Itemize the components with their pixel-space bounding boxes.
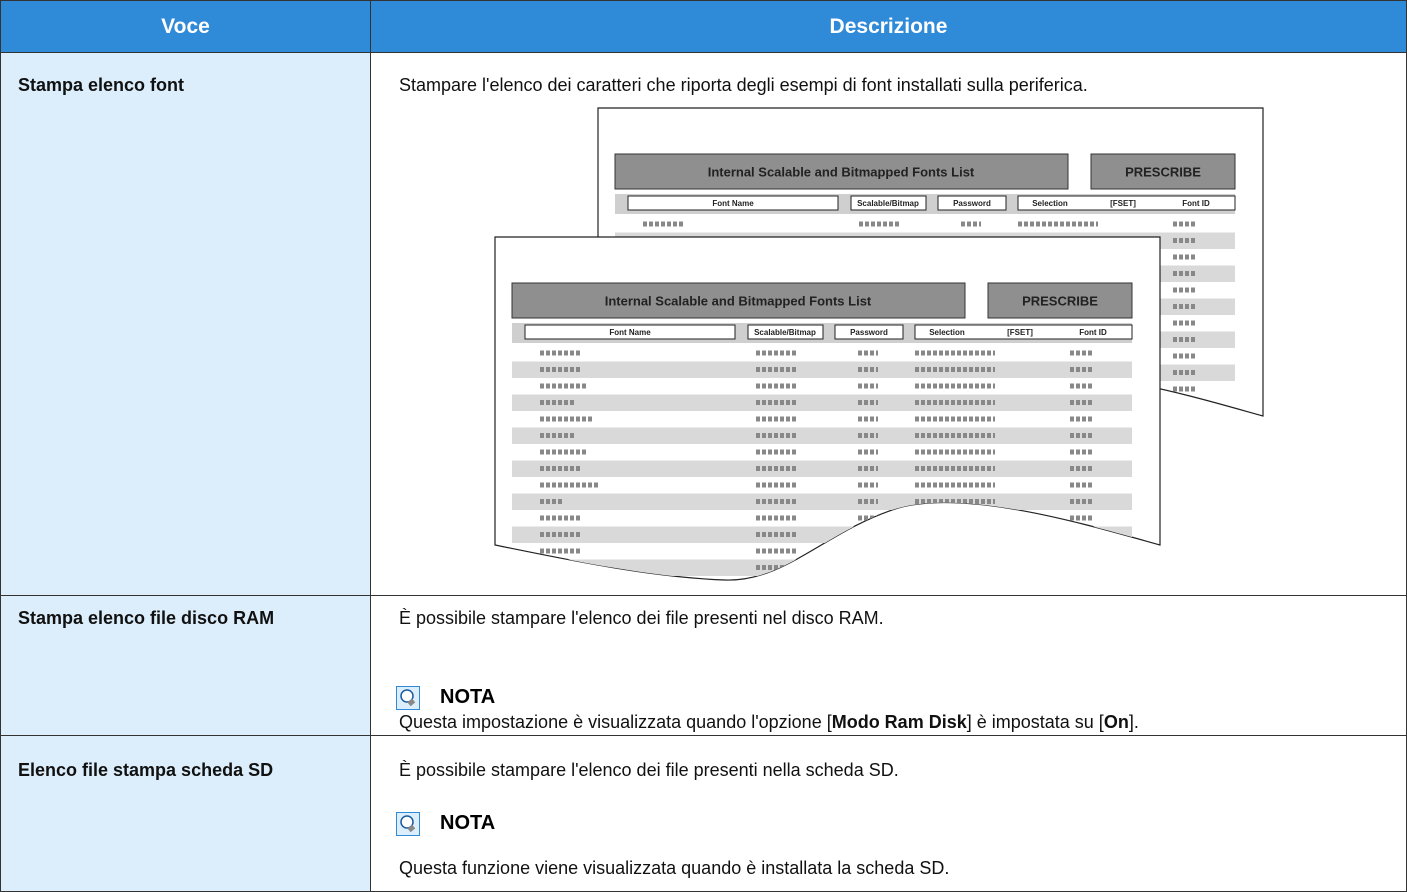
report-page: Internal Scalable and Bitmapped Fonts Li… — [494, 236, 1161, 581]
description: È possibile stampare l'elenco dei file p… — [399, 760, 899, 780]
item-label: Elenco file stampa scheda SD — [18, 760, 274, 780]
column-label: Font Name — [609, 328, 651, 337]
report-title: Internal Scalable and Bitmapped Fonts Li… — [708, 164, 975, 179]
column-label: Font ID — [1079, 328, 1107, 337]
row-stripe — [512, 493, 1132, 510]
item-label: Stampa elenco file disco RAM — [18, 608, 275, 628]
note-label: NOTA — [440, 686, 496, 708]
note-text-part: Questa impostazione è visualizzata quand… — [399, 712, 832, 732]
row-stripe — [512, 559, 1132, 576]
item-cell — [0, 52, 371, 596]
column-box — [914, 324, 1133, 340]
title-box — [614, 153, 1069, 190]
note-text-part: ]. — [1128, 712, 1139, 732]
column-label: Font ID — [1182, 199, 1210, 208]
column-label: Selection — [1032, 199, 1068, 208]
report-title: Internal Scalable and Bitmapped Fonts Li… — [605, 293, 872, 308]
row-stripe — [512, 394, 1132, 411]
font-list-figure: Internal Scalable and Bitmapped Fonts Li… — [494, 107, 1264, 581]
column-label: Password — [953, 199, 991, 208]
description: Stampare l'elenco dei caratteri che ripo… — [399, 75, 1088, 95]
note-icon — [396, 686, 420, 710]
column-label: Password — [850, 328, 888, 337]
column-label: Scalable/Bitmap — [754, 328, 816, 337]
column-box — [937, 195, 1007, 211]
note-text-part: ] è impostata su [ — [966, 712, 1104, 732]
header-text: Voce — [161, 14, 210, 38]
row-stripe — [512, 427, 1132, 444]
column-box — [627, 195, 839, 211]
column-box — [747, 324, 824, 340]
note-text: Questa funzione viene visualizzata quand… — [399, 858, 950, 878]
description: È possibile stampare l'elenco dei file p… — [399, 608, 884, 628]
row-stripe — [512, 526, 1132, 543]
header-cell: Voce — [0, 0, 371, 53]
column-label: [FSET] — [1007, 328, 1033, 337]
report-badge: PRESCRIBE — [1022, 293, 1098, 308]
note-text-bold: Modo Ram Disk — [831, 712, 967, 732]
column-box — [834, 324, 904, 340]
header-cell: Descrizione — [370, 0, 1407, 53]
item-cell — [0, 735, 371, 892]
badge-box — [1090, 153, 1236, 190]
column-label: [FSET] — [1110, 199, 1136, 208]
column-label: Selection — [929, 328, 965, 337]
note-label: NOTA — [440, 812, 496, 834]
report-badge: PRESCRIBE — [1125, 164, 1201, 179]
note-icon — [396, 812, 420, 836]
item-label: Stampa elenco font — [18, 75, 185, 95]
row-stripe — [512, 361, 1132, 378]
note-text: Questa impostazione è visualizzata quand… — [399, 712, 1139, 733]
header-text: Descrizione — [829, 14, 948, 38]
column-box — [850, 195, 927, 211]
row-stripe — [512, 460, 1132, 477]
page-content: Internal Scalable and Bitmapped Fonts Li… — [511, 282, 1133, 576]
title-box — [511, 282, 966, 319]
column-box — [1017, 195, 1236, 211]
column-label: Scalable/Bitmap — [857, 199, 919, 208]
column-box — [524, 324, 736, 340]
badge-box — [987, 282, 1133, 319]
note-text-bold: On — [1103, 712, 1129, 732]
column-label: Font Name — [712, 199, 754, 208]
